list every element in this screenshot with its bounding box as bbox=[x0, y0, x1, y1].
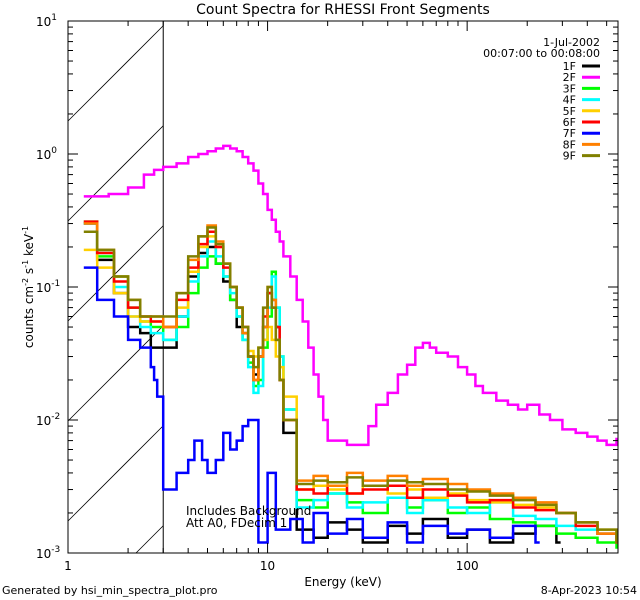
y-tick-base: 10 bbox=[36, 148, 51, 162]
hatch-line bbox=[67, 225, 164, 322]
legend-label-2F: 2F bbox=[563, 71, 576, 84]
y-axis-label-exp3: -1 bbox=[21, 226, 30, 234]
legend-label-1F: 1F bbox=[563, 60, 576, 73]
y-axis-label-end: keV bbox=[22, 233, 36, 260]
x-tick-label: 1 bbox=[64, 559, 72, 573]
legend-date: 1-Jul-2002 bbox=[543, 36, 600, 49]
chart-title: Count Spectra for RHESSI Front Segments bbox=[196, 2, 490, 18]
series-2F bbox=[83, 144, 618, 447]
y-tick-exponent: 0 bbox=[51, 146, 57, 156]
y-tick-base: 10 bbox=[36, 414, 51, 428]
x-tick-label: 10 bbox=[260, 559, 275, 573]
series-7F bbox=[83, 266, 540, 544]
y-tick-exponent: -2 bbox=[51, 412, 60, 422]
hatch-line bbox=[67, 25, 164, 122]
y-tick-exponent: -1 bbox=[51, 279, 60, 289]
plot-frame bbox=[67, 20, 619, 554]
x-tick-labels: 1 10 100 bbox=[64, 559, 478, 573]
annotation-background: Includes Background bbox=[186, 504, 311, 518]
hatch-line bbox=[67, 125, 164, 222]
y-tick-base: 10 bbox=[36, 15, 51, 29]
y-tick-label: 10-3 bbox=[36, 545, 60, 561]
annotation-attenuator: Att A0, FDecim 1 bbox=[186, 516, 287, 530]
x-axis-label: Energy (keV) bbox=[304, 575, 381, 589]
legend-time-range: 00:07:00 to 00:08:00 bbox=[483, 47, 600, 60]
y-tick-label: 10-2 bbox=[36, 412, 60, 428]
legend-label-8F: 8F bbox=[563, 138, 576, 151]
y-axis-label-main: counts cm bbox=[22, 286, 36, 348]
y-tick-exponent: -3 bbox=[51, 545, 60, 555]
y-axis-label-exp1: -2 bbox=[21, 278, 30, 286]
y-axis-label-exp2: -1 bbox=[21, 260, 30, 268]
y-tick-label: 100 bbox=[36, 146, 57, 162]
y-tick-exponent: 1 bbox=[51, 13, 57, 23]
y-axis-label-mid: s bbox=[22, 268, 36, 278]
y-tick-label: 10-1 bbox=[36, 279, 60, 295]
hatch-line bbox=[67, 425, 164, 522]
y-tick-base: 10 bbox=[36, 547, 51, 561]
legend-label-7F: 7F bbox=[563, 127, 576, 140]
y-tick-label: 101 bbox=[36, 13, 57, 29]
footer-timestamp: 8-Apr-2023 10:54 bbox=[541, 584, 637, 597]
legend-label-9F: 9F bbox=[563, 150, 576, 163]
series-layer bbox=[83, 144, 618, 549]
legend-label-3F: 3F bbox=[563, 82, 576, 95]
y-tick-base: 10 bbox=[36, 281, 51, 295]
series-9F bbox=[83, 226, 618, 544]
hatch-line bbox=[135, 525, 164, 554]
footer-generated-by: Generated by hsi_min_spectra_plot.pro bbox=[2, 584, 218, 597]
series-6F bbox=[83, 220, 618, 544]
hatch-line bbox=[67, 325, 164, 422]
legend-label-5F: 5F bbox=[563, 105, 576, 118]
series-3F bbox=[83, 220, 618, 549]
legend-label-4F: 4F bbox=[563, 94, 576, 107]
y-axis-label: counts cm-2 s-1 keV-1 bbox=[21, 226, 36, 348]
x-tick-label: 100 bbox=[456, 559, 479, 573]
legend-label-6F: 6F bbox=[563, 116, 576, 129]
axis-ticks bbox=[67, 21, 618, 554]
